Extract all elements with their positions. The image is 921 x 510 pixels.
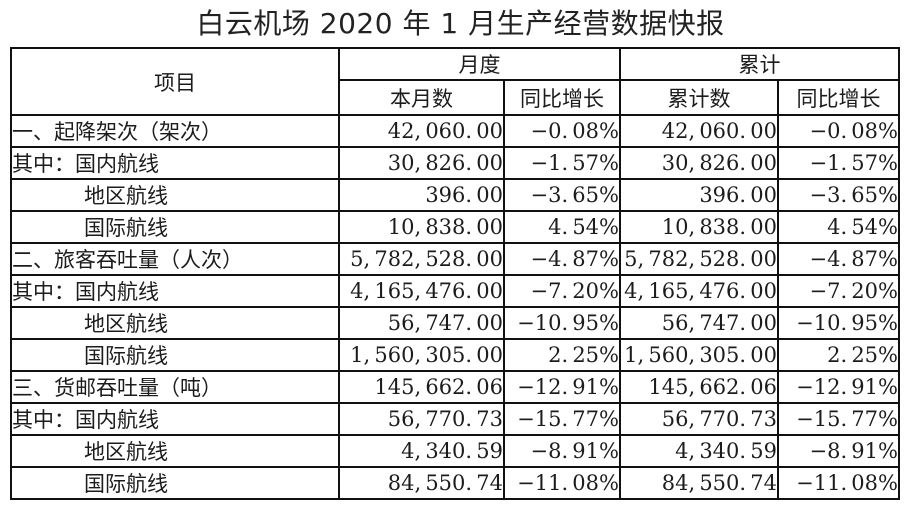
cumulative-value-cell: 10, 838. 00 bbox=[619, 210, 779, 244]
cumulative-value-cell: 30, 826. 00 bbox=[619, 146, 779, 180]
cumulative-value-cell: 4, 165, 476. 00 bbox=[619, 274, 779, 308]
row-label: 地区航线 bbox=[10, 306, 340, 340]
row-label: 其中：国内航线 bbox=[10, 402, 340, 436]
row-label: 一、起降架次（架次） bbox=[10, 114, 340, 148]
cumulative-yoy-cell: −4. 87% bbox=[777, 242, 900, 276]
header-monthly-yoy: 同比增长 bbox=[503, 79, 621, 116]
header-cumulative-yoy: 同比增长 bbox=[777, 79, 900, 116]
monthly-yoy-cell: −10. 95% bbox=[503, 306, 621, 340]
cumulative-yoy-cell: 4. 54% bbox=[777, 210, 900, 244]
cumulative-value-cell: 145, 662. 06 bbox=[619, 370, 779, 404]
cumulative-value-cell: 396. 00 bbox=[619, 178, 779, 212]
table-body: 一、起降架次（架次） 42, 060. 00 −0. 08% 42, 060. … bbox=[10, 114, 900, 500]
monthly-yoy-cell: −8. 91% bbox=[503, 434, 621, 468]
cumulative-yoy-cell: −1. 57% bbox=[777, 146, 900, 180]
monthly-value-cell: 30, 826. 00 bbox=[338, 146, 505, 180]
report-table: 项目 月度 累计 本月数 同比增长 累计数 同比增长 一、起降架次（架次） 42… bbox=[10, 47, 900, 500]
monthly-yoy-cell: 2. 25% bbox=[503, 338, 621, 372]
header-monthly-value: 本月数 bbox=[338, 79, 505, 116]
monthly-value-cell: 42, 060. 00 bbox=[338, 114, 505, 148]
row-label: 地区航线 bbox=[10, 178, 340, 212]
monthly-yoy-cell: −11. 08% bbox=[503, 466, 621, 500]
row-label: 三、货邮吞吐量（吨） bbox=[10, 370, 340, 404]
monthly-value-cell: 1, 560, 305. 00 bbox=[338, 338, 505, 372]
header-cumulative-group: 累计 bbox=[619, 47, 900, 81]
row-label: 其中：国内航线 bbox=[10, 274, 340, 308]
table-row: 其中：国内航线 4, 165, 476. 00 −7. 20% 4, 165, … bbox=[10, 274, 900, 308]
header-group-row: 项目 月度 累计 bbox=[10, 47, 900, 116]
table-row: 其中：国内航线 30, 826. 00 −1. 57% 30, 826. 00 … bbox=[10, 146, 900, 180]
table-row: 地区航线 4, 340. 59 −8. 91% 4, 340. 59 −8. 9… bbox=[10, 434, 900, 468]
cumulative-yoy-cell: −10. 95% bbox=[777, 306, 900, 340]
cumulative-value-cell: 5, 782, 528. 00 bbox=[619, 242, 779, 276]
monthly-yoy-cell: −4. 87% bbox=[503, 242, 621, 276]
monthly-yoy-cell: −7. 20% bbox=[503, 274, 621, 308]
cumulative-yoy-cell: −8. 91% bbox=[777, 434, 900, 468]
cumulative-value-cell: 56, 770. 73 bbox=[619, 402, 779, 436]
monthly-value-cell: 4, 340. 59 bbox=[338, 434, 505, 468]
row-label: 二、旅客吞吐量（人次） bbox=[10, 242, 340, 276]
table-row: 其中：国内航线 56, 770. 73 −15. 77% 56, 770. 73… bbox=[10, 402, 900, 436]
monthly-value-cell: 4, 165, 476. 00 bbox=[338, 274, 505, 308]
monthly-value-cell: 145, 662. 06 bbox=[338, 370, 505, 404]
table-row: 二、旅客吞吐量（人次） 5, 782, 528. 00 −4. 87% 5, 7… bbox=[10, 242, 900, 276]
monthly-value-cell: 56, 747. 00 bbox=[338, 306, 505, 340]
cumulative-yoy-cell: −7. 20% bbox=[777, 274, 900, 308]
cumulative-yoy-cell: −3. 65% bbox=[777, 178, 900, 212]
row-label: 国际航线 bbox=[10, 338, 340, 372]
cumulative-value-cell: 84, 550. 74 bbox=[619, 466, 779, 500]
table-row: 国际航线 10, 838. 00 4. 54% 10, 838. 00 4. 5… bbox=[10, 210, 900, 244]
table-header: 项目 月度 累计 本月数 同比增长 累计数 同比增长 bbox=[10, 47, 900, 116]
table-row: 地区航线 56, 747. 00 −10. 95% 56, 747. 00 −1… bbox=[10, 306, 900, 340]
cumulative-yoy-cell: −0. 08% bbox=[777, 114, 900, 148]
row-label: 其中：国内航线 bbox=[10, 146, 340, 180]
monthly-value-cell: 84, 550. 74 bbox=[338, 466, 505, 500]
monthly-yoy-cell: −0. 08% bbox=[503, 114, 621, 148]
cumulative-value-cell: 4, 340. 59 bbox=[619, 434, 779, 468]
table-row: 国际航线 84, 550. 74 −11. 08% 84, 550. 74 −1… bbox=[10, 466, 900, 500]
monthly-yoy-cell: −15. 77% bbox=[503, 402, 621, 436]
monthly-value-cell: 5, 782, 528. 00 bbox=[338, 242, 505, 276]
cumulative-value-cell: 42, 060. 00 bbox=[619, 114, 779, 148]
header-monthly-group: 月度 bbox=[338, 47, 621, 81]
cumulative-yoy-cell: 2. 25% bbox=[777, 338, 900, 372]
monthly-yoy-cell: −12. 91% bbox=[503, 370, 621, 404]
monthly-value-cell: 396. 00 bbox=[338, 178, 505, 212]
cumulative-value-cell: 1, 560, 305. 00 bbox=[619, 338, 779, 372]
cumulative-value-cell: 56, 747. 00 bbox=[619, 306, 779, 340]
table-row: 地区航线 396. 00 −3. 65% 396. 00 −3. 65% bbox=[10, 178, 900, 212]
monthly-yoy-cell: −3. 65% bbox=[503, 178, 621, 212]
table-row: 国际航线 1, 560, 305. 00 2. 25% 1, 560, 305.… bbox=[10, 338, 900, 372]
header-sub-row: 本月数 同比增长 累计数 同比增长 bbox=[11, 79, 900, 116]
row-label: 国际航线 bbox=[10, 466, 340, 500]
monthly-yoy-cell: 4. 54% bbox=[503, 210, 621, 244]
table-row: 三、货邮吞吐量（吨） 145, 662. 06 −12. 91% 145, 66… bbox=[10, 370, 900, 404]
monthly-value-cell: 10, 838. 00 bbox=[338, 210, 505, 244]
header-cumulative-value: 累计数 bbox=[619, 79, 779, 116]
cumulative-yoy-cell: −11. 08% bbox=[777, 466, 900, 500]
table-row: 一、起降架次（架次） 42, 060. 00 −0. 08% 42, 060. … bbox=[10, 114, 900, 148]
row-label: 国际航线 bbox=[10, 210, 340, 244]
cumulative-yoy-cell: −15. 77% bbox=[777, 402, 900, 436]
row-label: 地区航线 bbox=[10, 434, 340, 468]
header-item: 项目 bbox=[10, 47, 340, 116]
monthly-yoy-cell: −1. 57% bbox=[503, 146, 621, 180]
monthly-value-cell: 56, 770. 73 bbox=[338, 402, 505, 436]
page-title: 白云机场 2020 年 1 月生产经营数据快报 bbox=[196, 7, 725, 40]
cumulative-yoy-cell: −12. 91% bbox=[777, 370, 900, 404]
